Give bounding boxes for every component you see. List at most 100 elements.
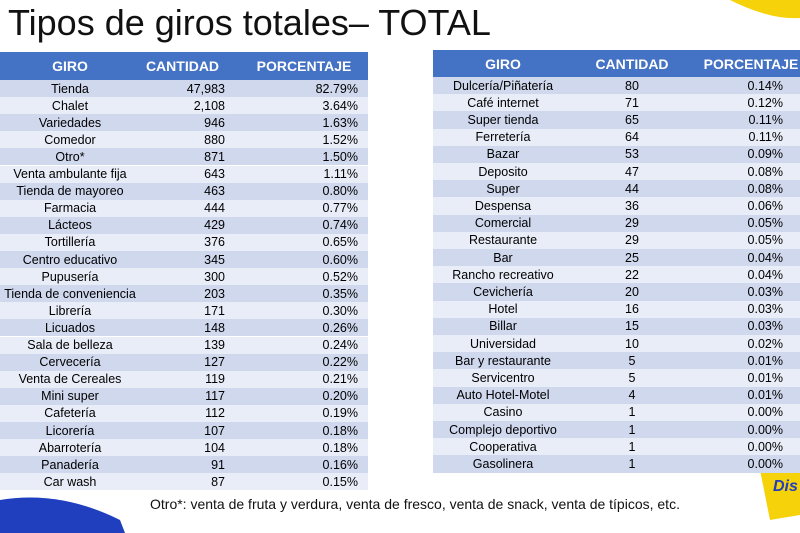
cell: 0.30% xyxy=(322,303,358,318)
cell: 0.18% xyxy=(322,440,358,455)
cell: Bazar xyxy=(486,147,520,162)
header-row: GIRO CANTIDAD PORCENTAJE xyxy=(433,50,800,77)
cell: 0.35% xyxy=(322,286,358,301)
table-row: Super tienda 65 0.11% xyxy=(433,111,800,129)
cell: Mini super xyxy=(41,389,99,404)
cell: 0.03% xyxy=(747,302,783,317)
table-row: Sala de belleza 139 0.24% xyxy=(0,336,368,354)
table-row: Cafetería 112 0.19% xyxy=(0,404,368,422)
cell: Super xyxy=(486,181,520,196)
cell: 871 xyxy=(204,149,225,164)
table-row: Licorería 107 0.18% xyxy=(0,422,368,440)
table: GIRO CANTIDAD PORCENTAJE Tienda 47,983 82.79%… xyxy=(0,52,368,491)
cell: 119 xyxy=(205,372,225,387)
cell: Universidad xyxy=(469,336,536,351)
cell: Licorería xyxy=(45,423,95,438)
cell: Farmacia xyxy=(43,201,97,216)
cell: 15 xyxy=(625,319,639,334)
footnote: Otro*: venta de fruta y verdura, venta d… xyxy=(150,496,680,512)
cell: Cafetería xyxy=(44,406,96,421)
cell: 0.16% xyxy=(322,457,358,472)
title: Tipos de giros totales– TOTAL xyxy=(8,2,491,43)
table-row: Lácteos 429 0.74% xyxy=(0,216,368,234)
cell: 0.02% xyxy=(747,336,783,351)
cell: 0.03% xyxy=(747,284,783,299)
cell: Venta de Cereales xyxy=(18,372,122,387)
cell: 20 xyxy=(625,284,639,299)
cell: Despensa xyxy=(474,198,532,213)
table-row: Ferretería 64 0.11% xyxy=(433,128,800,146)
cell: Tortillería xyxy=(44,235,96,250)
cell: 0.19% xyxy=(322,406,358,421)
cell: Gasolinera xyxy=(472,456,534,471)
cell: 91 xyxy=(211,457,225,472)
cell: 0.14% xyxy=(747,78,783,93)
cell: CANTIDAD xyxy=(595,55,669,72)
table-row: Comedor 880 1.52% xyxy=(0,131,368,149)
cell: GIRO xyxy=(485,55,521,72)
cell: Variedades xyxy=(38,115,102,130)
table-row: Comercial 29 0.05% xyxy=(433,214,800,232)
table: GIRO CANTIDAD PORCENTAJE Dulcería/Piñatería… xyxy=(433,50,800,473)
cell: 0.52% xyxy=(322,269,358,284)
cell: Comercial xyxy=(474,216,532,231)
table-row: Super 44 0.08% xyxy=(433,180,800,198)
cell: 139 xyxy=(204,338,225,353)
cell: Bar y restaurante xyxy=(455,353,551,368)
cell: 1 xyxy=(628,422,636,437)
cell: 22 xyxy=(625,267,639,282)
cell: 36 xyxy=(625,198,639,213)
cell: 0.15% xyxy=(322,474,358,489)
cell: Cevichería xyxy=(473,284,533,299)
cell: Auto Hotel-Motel xyxy=(456,388,550,403)
table-row: Tortillería 376 0.65% xyxy=(0,233,368,251)
cell: 0.00% xyxy=(747,405,783,420)
cell: Tienda xyxy=(51,81,89,96)
cell: Complejo deportivo xyxy=(449,422,557,437)
cell: 0.01% xyxy=(747,370,783,385)
table-row: Abarrotería 104 0.18% xyxy=(0,439,368,457)
table-row: Panadería 91 0.16% xyxy=(0,456,368,474)
cell: 1 xyxy=(628,456,636,471)
cell: Centro educativo xyxy=(22,252,118,267)
table-row: Deposito 47 0.08% xyxy=(433,163,800,181)
table-row: Venta de Cereales 119 0.21% xyxy=(0,370,368,388)
cell: 82.79% xyxy=(315,81,358,96)
cell: 64 xyxy=(625,130,639,145)
table-row: Dulcería/Piñatería 80 0.14% xyxy=(433,77,800,95)
logo: Dis xyxy=(773,478,798,495)
cell: 0.26% xyxy=(322,320,358,335)
table-row: Mini super 117 0.20% xyxy=(0,387,368,405)
table-row: Centro educativo 345 0.60% xyxy=(0,251,368,269)
table-row: Complejo deportivo 1 0.00% xyxy=(433,421,800,439)
cell: Restaurante xyxy=(468,233,538,248)
cell: 444 xyxy=(204,201,225,216)
logo-shape xyxy=(760,465,800,520)
cell: 0.11% xyxy=(748,112,783,127)
table-row: Rancho recreativo 22 0.04% xyxy=(433,266,800,284)
cell: 0.60% xyxy=(322,252,358,267)
cell: 1.63% xyxy=(322,115,358,130)
cell: 429 xyxy=(204,218,225,233)
cell: 0.18% xyxy=(322,423,358,438)
cell: 29 xyxy=(625,233,639,248)
table-row: Pupusería 300 0.52% xyxy=(0,268,368,286)
cell: 0.12% xyxy=(747,95,783,110)
cell: 0.80% xyxy=(322,184,358,199)
cell: 463 xyxy=(204,184,225,199)
cell: Abarrotería xyxy=(38,440,102,455)
cell: 87 xyxy=(211,474,225,489)
table-row: Tienda 47,983 82.79% xyxy=(0,80,368,98)
cell: 44 xyxy=(625,181,639,196)
cell: Servicentro xyxy=(471,370,535,385)
table-row: Chalet 2,108 3.64% xyxy=(0,97,368,115)
table-row: Despensa 36 0.06% xyxy=(433,197,800,215)
cell: 127 xyxy=(204,355,225,370)
cell: 47,983 xyxy=(186,81,225,96)
cell: 880 xyxy=(204,132,225,147)
cell: 0.00% xyxy=(747,439,783,454)
cell: 0.11% xyxy=(748,130,783,145)
cell: Cervecería xyxy=(39,355,101,370)
cell: 0.01% xyxy=(747,353,783,368)
